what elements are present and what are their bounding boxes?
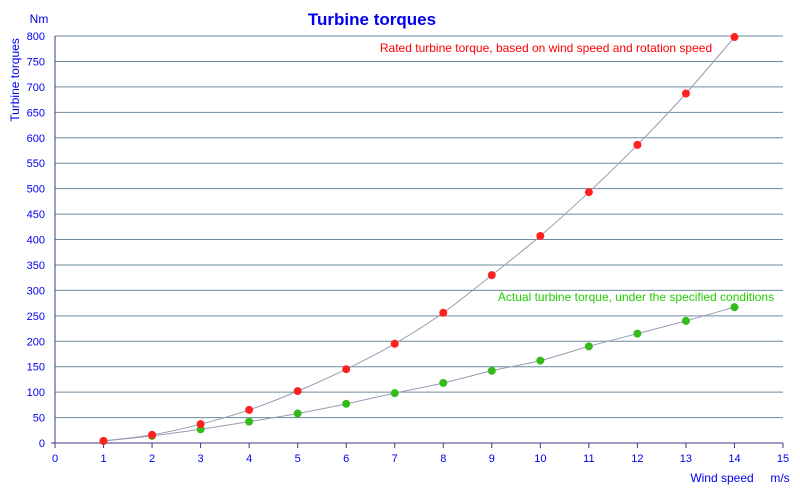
x-tick-label-14: 14 — [728, 453, 740, 465]
point-actual-13 — [681, 316, 690, 325]
point-rated-7 — [390, 339, 399, 348]
x-tick-label-3: 3 — [198, 453, 204, 465]
x-tick-label-8: 8 — [440, 453, 446, 465]
axes — [51, 36, 784, 448]
y-tick-label-400: 400 — [27, 235, 45, 247]
point-rated-2 — [148, 430, 157, 439]
y-tick-label-0: 0 — [39, 438, 45, 450]
point-actual-4 — [245, 417, 254, 426]
y-unit-label: Nm — [30, 12, 49, 26]
x-tick-label-4: 4 — [246, 453, 252, 465]
x-tick-label-5: 5 — [295, 453, 301, 465]
point-rated-10 — [536, 231, 545, 240]
y-tick-label-450: 450 — [27, 209, 45, 221]
y-tick-label-600: 600 — [27, 133, 45, 145]
point-rated-14 — [730, 33, 739, 42]
x-tick-label-9: 9 — [489, 453, 495, 465]
y-tick-label-750: 750 — [27, 56, 45, 68]
y-tick-label-350: 350 — [27, 260, 45, 272]
chart-title: Turbine torques — [308, 10, 436, 29]
trend-line-actual — [103, 306, 735, 442]
y-tick-label-650: 650 — [27, 107, 45, 119]
point-rated-5 — [293, 387, 302, 396]
y-tick-label-700: 700 — [27, 82, 45, 94]
point-actual-8 — [439, 378, 448, 387]
point-actual-14 — [730, 303, 739, 312]
point-rated-1 — [99, 436, 108, 445]
grid — [55, 35, 783, 419]
x-tick-label-11: 11 — [583, 453, 594, 465]
point-rated-4 — [245, 405, 254, 414]
point-rated-12 — [633, 140, 642, 149]
point-rated-13 — [681, 89, 690, 98]
y-tick-label-250: 250 — [27, 311, 45, 323]
y-tick-label-150: 150 — [27, 362, 45, 374]
y-tick-label-100: 100 — [27, 387, 45, 399]
point-rated-8 — [439, 308, 448, 317]
x-unit-label: m/s — [770, 471, 789, 485]
y-tick-label-500: 500 — [27, 184, 45, 196]
y-axis-title: Turbine torques — [8, 38, 22, 122]
y-tick-label-200: 200 — [27, 336, 45, 348]
point-actual-11 — [584, 342, 593, 351]
trend-line-rated — [103, 36, 735, 442]
x-tick-label-10: 10 — [534, 453, 546, 465]
point-rated-11 — [584, 188, 593, 197]
point-actual-9 — [487, 366, 496, 375]
series-label-actual: Actual turbine torque, under the specifi… — [498, 290, 774, 304]
y-tick-label-50: 50 — [33, 413, 45, 425]
x-tick-label-0: 0 — [52, 453, 58, 465]
data-points — [99, 33, 739, 445]
y-tick-label-550: 550 — [27, 158, 45, 170]
series-label-rated: Rated turbine torque, based on wind spee… — [380, 41, 712, 55]
point-rated-6 — [342, 365, 351, 374]
x-tick-label-13: 13 — [680, 453, 692, 465]
x-axis-title: Wind speed — [690, 471, 753, 485]
point-actual-10 — [536, 356, 545, 365]
point-actual-7 — [390, 389, 399, 398]
point-rated-9 — [487, 271, 496, 280]
point-rated-3 — [196, 420, 205, 429]
y-tick-label-300: 300 — [27, 285, 45, 297]
x-tick-label-1: 1 — [100, 453, 106, 465]
x-tick-label-6: 6 — [343, 453, 349, 465]
x-tick-label-12: 12 — [631, 453, 643, 465]
trend-lines — [103, 36, 735, 442]
x-tick-label-15: 15 — [777, 453, 789, 465]
point-actual-12 — [633, 329, 642, 338]
point-actual-6 — [342, 399, 351, 408]
point-actual-5 — [293, 409, 302, 418]
tick-labels: 0501001502002503003504004505005506006507… — [27, 31, 789, 465]
y-tick-label-800: 800 — [27, 31, 45, 43]
x-tick-label-2: 2 — [149, 453, 155, 465]
x-tick-label-7: 7 — [392, 453, 398, 465]
